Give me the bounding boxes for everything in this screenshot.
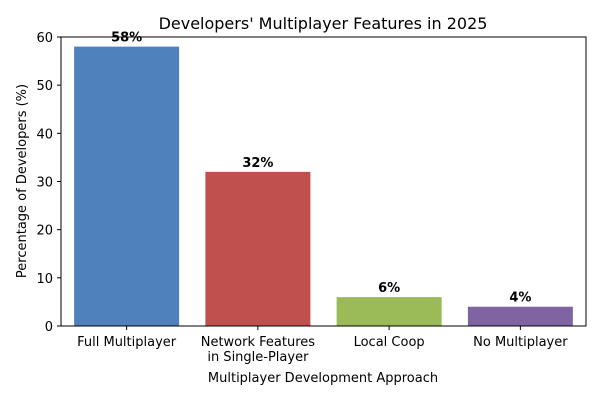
bar — [74, 46, 180, 327]
y-tick-label: 10 — [36, 272, 53, 287]
y-tick-label: 60 — [36, 31, 53, 46]
y-tick-label: 50 — [36, 79, 53, 94]
x-axis: Full Multiplayer Network Features in Singl… — [77, 326, 568, 365]
bar — [467, 306, 573, 326]
bar — [205, 171, 311, 326]
x-tick-label: Network Features in Single-Player — [201, 335, 316, 365]
bar-value-label: 32% — [242, 156, 273, 171]
x-axis-label: Multiplayer Development Approach — [208, 371, 438, 386]
y-tick-label: 0 — [45, 320, 53, 335]
y-tick-label: 40 — [36, 127, 53, 142]
chart-title: Developers' Multiplayer Features in 2025 — [159, 14, 488, 33]
x-tick-label: No Multiplayer — [473, 335, 568, 350]
bar — [336, 297, 442, 326]
y-axis-label: Percentage of Developers (%) — [15, 84, 30, 278]
bars-group — [74, 46, 573, 327]
x-tick-label: Full Multiplayer — [77, 335, 177, 350]
y-tick-label: 20 — [36, 224, 53, 239]
x-tick-label: Local Coop — [354, 335, 425, 350]
bar-value-label: 4% — [509, 291, 531, 306]
bar-value-label: 6% — [378, 281, 400, 296]
data-labels-group: 58% 32% 6% 4% — [111, 31, 531, 306]
y-axis: 0 10 20 30 40 50 60 — [36, 31, 61, 335]
y-tick-label: 30 — [36, 176, 53, 191]
bar-value-label: 58% — [111, 31, 142, 46]
